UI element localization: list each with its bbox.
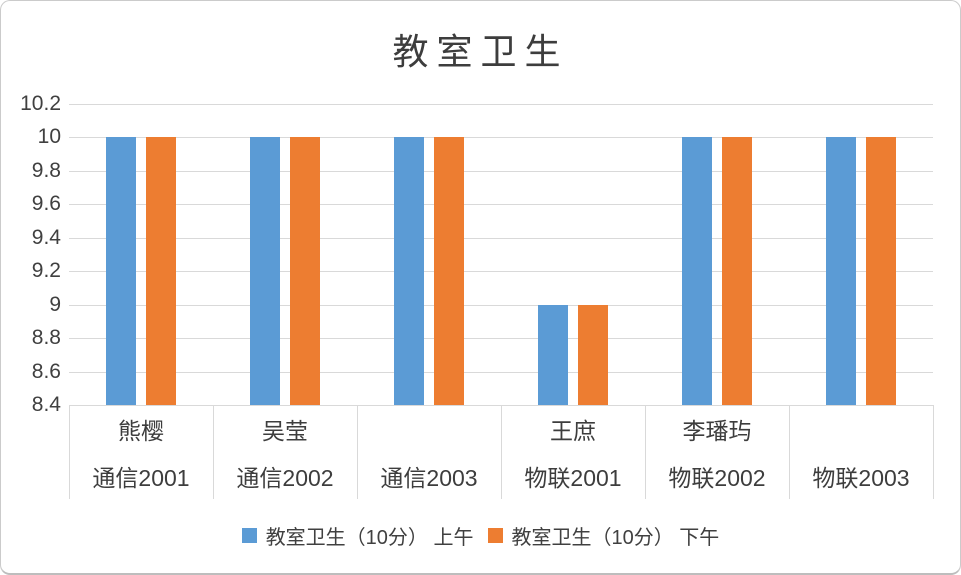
bar-afternoon-4	[578, 304, 608, 405]
bar-afternoon-5	[722, 137, 752, 405]
category-name: 王庶	[550, 417, 596, 444]
category-group: 物联2001	[524, 464, 622, 491]
y-axis-tick-label: 8.6	[31, 359, 61, 383]
bar-afternoon-6	[866, 137, 896, 405]
y-axis-tick-label: 10	[37, 125, 61, 149]
y-axis-tick-label: 9.6	[31, 192, 61, 216]
legend: 教室卫生（10分） 上午 教室卫生（10分） 下午	[1, 518, 960, 552]
bar-morning-5	[682, 137, 712, 405]
bar-morning-3	[394, 137, 424, 405]
y-axis-tick-label: 9.8	[31, 158, 61, 182]
category-name: 熊樱	[118, 417, 164, 444]
category-separator	[357, 405, 358, 499]
bar-afternoon-1	[146, 137, 176, 405]
bar-morning-6	[826, 137, 856, 405]
gridline	[69, 237, 933, 239]
legend-swatch-morning	[241, 527, 257, 543]
category-group: 通信2001	[92, 464, 190, 491]
bar-morning-2	[250, 137, 280, 405]
legend-swatch-afternoon	[487, 527, 503, 543]
bar-afternoon-3	[434, 137, 464, 405]
bar-morning-1	[106, 137, 136, 405]
category-name: 吴莹	[262, 417, 308, 444]
gridline	[69, 304, 933, 306]
category-label-2: 吴莹通信2002	[213, 405, 357, 499]
legend-item-morning: 教室卫生（10分） 上午	[241, 521, 474, 550]
y-axis-tick-label: 9.4	[31, 225, 61, 249]
category-label-3: 通信2003	[357, 405, 501, 499]
category-name: 李璠玙	[682, 417, 752, 444]
category-name	[357, 405, 501, 452]
legend-label: 教室卫生（10分） 下午	[511, 526, 720, 549]
gridline	[69, 271, 933, 273]
category-group: 物联2003	[812, 464, 910, 491]
category-separator	[69, 405, 70, 499]
gridline	[69, 137, 933, 139]
category-separator	[213, 405, 214, 499]
legend-label: 教室卫生（10分） 上午	[265, 526, 474, 549]
category-group: 通信2003	[380, 464, 478, 491]
category-group: 物联2002	[668, 464, 766, 491]
category-group: 通信2002	[236, 464, 334, 491]
category-separator	[501, 405, 502, 499]
gridline	[69, 104, 933, 105]
bar-afternoon-2	[290, 137, 320, 405]
category-label-5: 李璠玙物联2002	[645, 405, 789, 499]
y-axis-tick-label: 10.2	[20, 92, 61, 115]
category-separator	[645, 405, 646, 499]
y-axis-tick-label: 8.4	[31, 393, 61, 416]
chart-title: 教室卫生	[392, 32, 569, 73]
category-separator	[933, 405, 934, 499]
category-label-6: 物联2003	[789, 405, 933, 499]
y-axis-tick-label: 9	[49, 292, 61, 316]
gridline	[69, 204, 933, 206]
y-axis-tick-label: 9.2	[31, 259, 61, 283]
legend-item-afternoon: 教室卫生（10分） 下午	[487, 521, 720, 550]
category-name	[789, 405, 933, 452]
gridline	[69, 371, 933, 373]
gridline	[69, 170, 933, 172]
category-label-4: 王庶物联2001	[501, 405, 645, 499]
category-separator	[789, 405, 790, 499]
gridline	[69, 338, 933, 340]
bar-morning-4	[538, 304, 568, 405]
category-label-1: 熊樱通信2001	[69, 405, 213, 499]
y-axis-tick-label: 8.8	[31, 326, 61, 350]
